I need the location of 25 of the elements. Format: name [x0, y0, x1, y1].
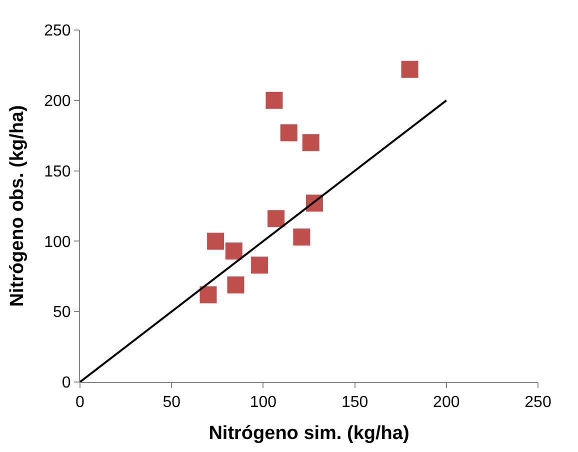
point — [207, 232, 224, 250]
y-tick-label: 100 — [44, 234, 71, 251]
point — [268, 210, 285, 228]
x-tick-label: 0 — [76, 394, 85, 412]
x-tick-label: 200 — [433, 394, 460, 412]
point — [200, 286, 217, 304]
x-axis-title: Nitrógeno sim. (kg/ha) — [208, 423, 410, 444]
point — [302, 134, 320, 152]
y-axis-title: Nitrógeno obs. (kg/ha) — [6, 105, 28, 307]
point — [227, 276, 244, 294]
point — [225, 242, 242, 260]
y-tick-label: 150 — [44, 163, 71, 180]
point — [293, 228, 310, 246]
point — [266, 92, 283, 109]
y-tick-label: 200 — [44, 93, 71, 110]
y-tick-label: 0 — [62, 374, 71, 392]
point — [280, 124, 298, 142]
y-tick-label: 50 — [53, 304, 71, 322]
x-tick-label: 100 — [250, 394, 277, 412]
x-tick-label: 50 — [162, 394, 181, 412]
point — [251, 256, 268, 274]
point — [401, 60, 418, 78]
x-tick-label: 150 — [341, 394, 368, 412]
x-tick-label: 250 — [524, 394, 552, 412]
y-tick-label: 250 — [44, 22, 71, 40]
